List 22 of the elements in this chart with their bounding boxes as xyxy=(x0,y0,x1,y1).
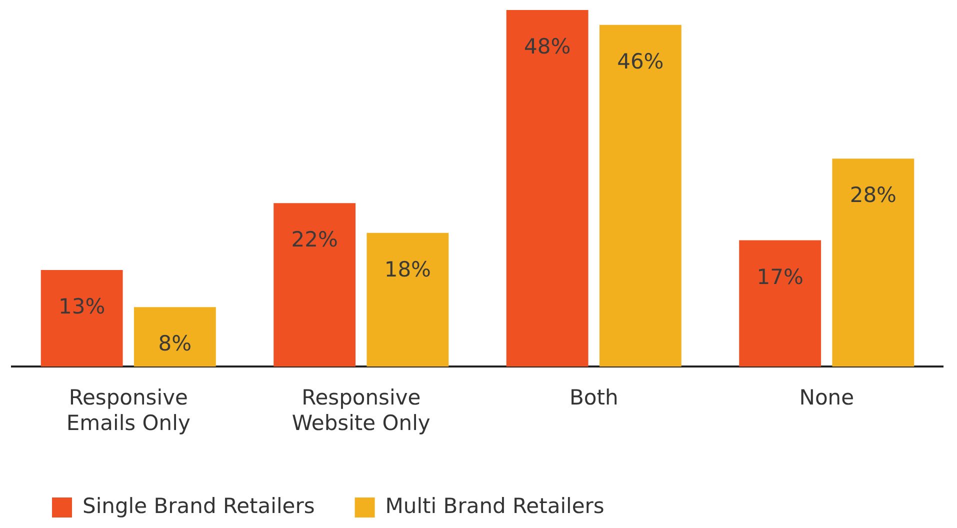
bar xyxy=(599,24,682,367)
x-tick-label: None xyxy=(799,386,854,410)
bar xyxy=(506,10,588,367)
legend-label: Multi Brand Retailers xyxy=(385,494,604,518)
data-label: 48% xyxy=(524,34,571,58)
x-tick-label: Both xyxy=(569,386,618,410)
data-label: 18% xyxy=(384,257,432,282)
data-label: 13% xyxy=(58,294,106,318)
bar xyxy=(274,203,356,367)
data-label: 22% xyxy=(291,228,338,252)
data-label: 28% xyxy=(850,183,897,208)
data-label: 17% xyxy=(756,264,804,289)
bar xyxy=(832,158,914,367)
x-tick-label: Responsive Website Only xyxy=(292,386,430,435)
x-tick-label: Responsive Emails Only xyxy=(66,386,190,435)
bar xyxy=(134,307,216,367)
data-label: 46% xyxy=(617,49,664,74)
data-label: 8% xyxy=(158,332,192,356)
bar xyxy=(739,240,822,367)
bar xyxy=(366,232,449,367)
bar xyxy=(40,270,123,367)
legend-label: Single Brand Retailers xyxy=(82,494,315,518)
